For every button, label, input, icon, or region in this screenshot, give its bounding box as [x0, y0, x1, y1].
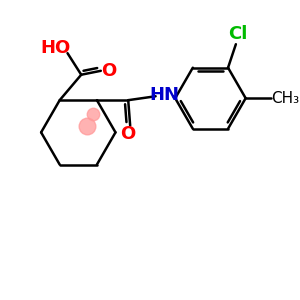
Text: Cl: Cl	[228, 26, 248, 44]
Text: O: O	[101, 62, 116, 80]
Text: CH₃: CH₃	[271, 91, 299, 106]
Text: HN: HN	[149, 86, 179, 104]
Text: O: O	[121, 125, 136, 143]
Text: HO: HO	[41, 39, 71, 57]
